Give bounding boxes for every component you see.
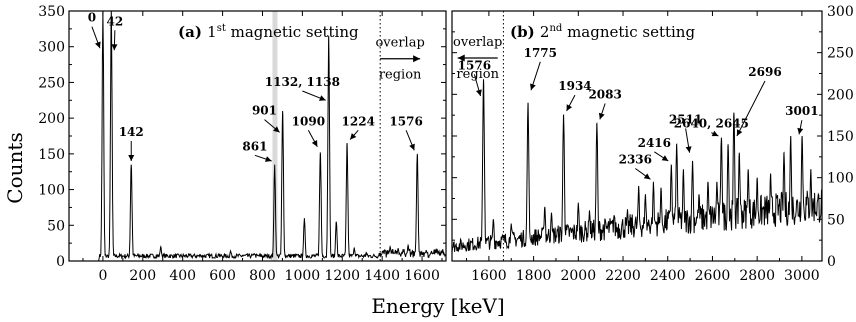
y-tick-label: 50: [47, 218, 65, 234]
peak-label: 1934: [558, 79, 591, 93]
x-tick-label: 2400: [650, 268, 686, 284]
y-tick-label: 100: [38, 183, 65, 199]
x-tick-label: 0: [98, 268, 107, 284]
y-tick-label: 50: [827, 212, 845, 228]
panel-title: (b) 2nd magnetic setting: [510, 23, 695, 41]
x-tick-label: 2200: [605, 268, 641, 284]
x-tick-label: 1800: [516, 268, 552, 284]
y-tick-label: 0: [827, 254, 836, 270]
y-tick-label: 300: [827, 4, 854, 20]
y-tick-label: 150: [827, 129, 854, 145]
x-tick-label: 200: [129, 268, 156, 284]
x-axis-title: Energy [keV]: [371, 294, 504, 318]
x-tick-label: 1400: [364, 268, 400, 284]
peak-label: 901: [252, 104, 277, 118]
peak-label: 0: [88, 11, 96, 25]
peak-label: 2511: [669, 113, 702, 127]
peak-label: 1132, 1138: [265, 75, 340, 89]
y-tick-label: 300: [38, 40, 65, 56]
peak-label: 1576: [458, 58, 491, 72]
x-tick-label: 1600: [471, 268, 507, 284]
y-tick-label: 250: [827, 46, 854, 62]
y-tick-label: 350: [38, 4, 65, 20]
y-tick-label: 0: [56, 254, 65, 270]
x-tick-label: 600: [209, 268, 236, 284]
x-tick-label: 1600: [404, 268, 440, 284]
peak-label: 2336: [619, 153, 652, 167]
peak-label: 1775: [524, 46, 557, 60]
x-tick-label: 2600: [695, 268, 731, 284]
peak-label: 1224: [342, 114, 375, 128]
x-tick-label: 1200: [324, 268, 360, 284]
y-tick-label: 250: [38, 75, 65, 91]
spectrum-trace: [69, 11, 446, 261]
x-tick-label: 800: [249, 268, 276, 284]
peak-label: 42: [107, 14, 124, 28]
panel-b: 1600 1800 2000 2200 2400 2600 2800 3000 0 50 100 15…: [451, 4, 854, 284]
peak-label: 2640, 2645: [674, 117, 749, 131]
y-tick-label: 200: [827, 87, 854, 103]
peak-label: 3001: [785, 104, 818, 118]
peak-label: 2083: [588, 88, 621, 102]
y-axis-title: Counts: [3, 132, 27, 203]
x-tick-label: 1000: [285, 268, 321, 284]
x-tick-label: 3000: [784, 268, 820, 284]
overlap-label: overlap: [453, 35, 502, 50]
panel-a: 0 200 400 600 800 1000 1200 1400 1600 0 50 100 150 20…: [38, 4, 447, 284]
peak-label: 2416: [638, 136, 671, 150]
peak-label: 142: [119, 125, 144, 139]
region-label: region: [456, 67, 499, 82]
panel-title: (a) 1st magnetic setting: [178, 23, 359, 41]
peak-label: 2696: [748, 65, 781, 79]
peak-label: 861: [242, 139, 267, 153]
y-tick-label: 100: [827, 171, 854, 187]
peak-arrow: [736, 80, 766, 137]
y-tick-label: 150: [38, 147, 65, 163]
x-tick-label: 2800: [739, 268, 775, 284]
x-tick-label: 2000: [560, 268, 596, 284]
spectrum-trace: [452, 79, 822, 253]
y-tick-label: 200: [38, 111, 65, 127]
shaded-band: [272, 11, 278, 261]
overlap-label: overlap: [375, 36, 424, 51]
x-tick-label: 400: [169, 268, 196, 284]
region-label: region: [379, 68, 422, 83]
peak-label: 1090: [292, 114, 325, 128]
peak-label: 1576: [389, 114, 422, 128]
